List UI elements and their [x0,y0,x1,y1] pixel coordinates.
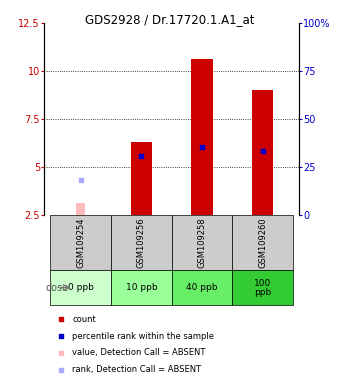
Bar [131,142,152,215]
Text: rank, Detection Call = ABSENT: rank, Detection Call = ABSENT [72,365,201,374]
Point [58,367,64,373]
Bar [50,270,111,305]
Text: count: count [72,314,96,324]
Bar [111,270,172,305]
Bar [172,215,233,270]
Bar [233,270,293,305]
Bar [191,60,213,215]
Point [199,144,205,150]
Bar [252,90,273,215]
Text: 100
ppb: 100 ppb [254,278,271,296]
Bar [233,215,293,270]
Bar [111,215,172,270]
Point [58,333,64,339]
Point [58,350,64,356]
Bar [50,215,111,270]
Point [260,147,266,154]
Text: GSM109256: GSM109256 [137,217,146,268]
Text: GSM109260: GSM109260 [258,217,267,268]
Text: GSM109254: GSM109254 [76,217,85,268]
Text: 10 ppb: 10 ppb [125,283,157,292]
Text: value, Detection Call = ABSENT: value, Detection Call = ABSENT [72,348,206,358]
Text: percentile rank within the sample: percentile rank within the sample [72,331,214,341]
Text: GSM109258: GSM109258 [198,217,207,268]
Text: 40 ppb: 40 ppb [186,283,218,292]
Text: 0 ppb: 0 ppb [68,283,94,292]
Text: dose: dose [46,283,69,293]
Point [139,153,144,159]
Point [58,316,64,322]
Text: GDS2928 / Dr.17720.1.A1_at: GDS2928 / Dr.17720.1.A1_at [85,13,255,26]
Bar [76,204,85,215]
Bar [172,270,233,305]
Point [78,177,83,184]
